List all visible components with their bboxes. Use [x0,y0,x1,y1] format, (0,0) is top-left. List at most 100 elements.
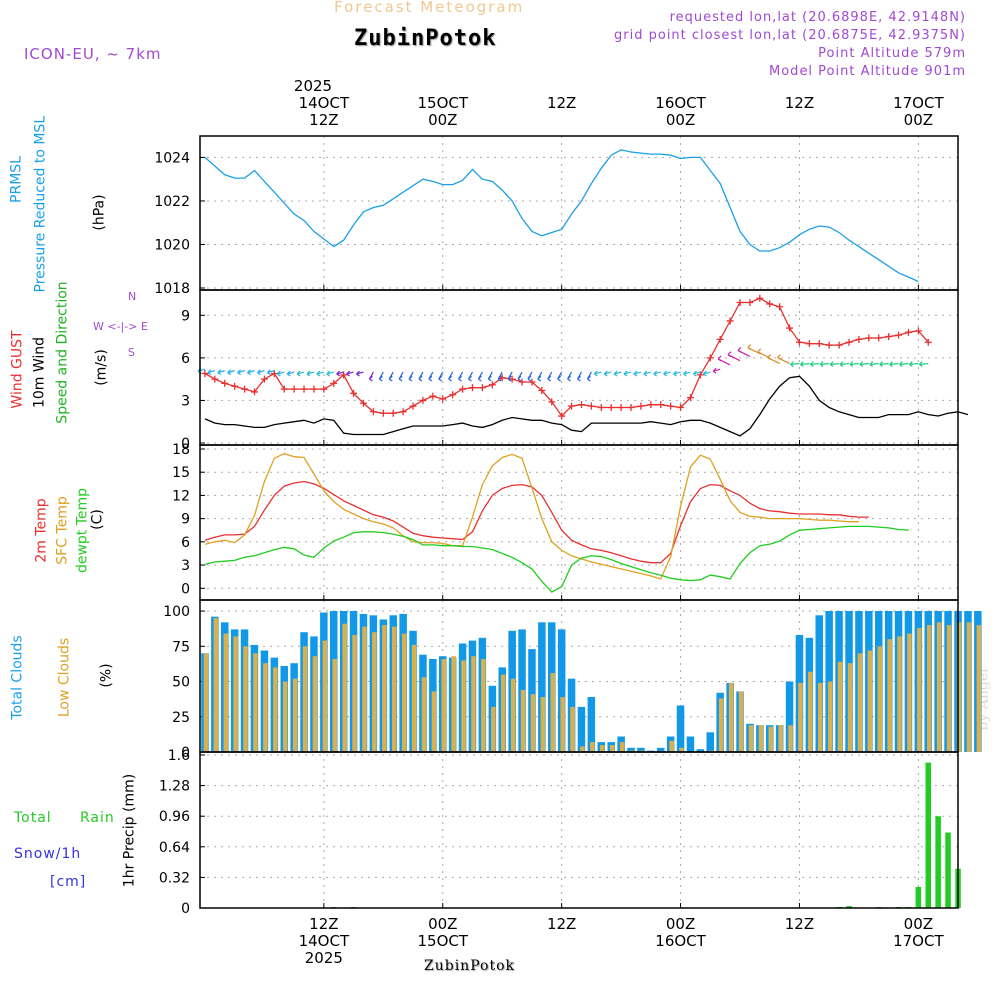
bar-low-clouds [292,678,298,752]
bar-low-clouds [382,625,387,752]
y-tick-label: 0.32 [159,870,190,886]
gust-marker [558,412,566,420]
gust-marker [865,334,873,342]
bar-low-clouds [213,618,219,752]
bar-low-clouds [936,622,942,752]
y-tick-label: 1024 [154,150,190,166]
footer-station: ZubinPotok [424,958,516,974]
top-time-label: 17OCT 00Z [878,95,958,129]
panel-0: 1018 1020 1022 1024 [154,135,959,297]
gust-marker [468,384,476,392]
bar-low-clouds [718,698,724,752]
wind-arrow [673,370,681,377]
gust-marker [686,394,694,402]
wind-arrow [316,370,325,377]
wind-arrow [603,370,612,377]
gust-marker [260,375,268,383]
gust-marker [766,300,774,308]
bar-low-clouds [481,659,486,752]
wind-arrow [217,369,225,376]
bar-low-clouds [223,633,228,752]
gust-marker [825,341,833,349]
gust-marker [409,402,417,410]
bar-low-clouds [411,644,417,752]
gust-marker [716,335,724,343]
y-tick-label: 12 [172,488,190,504]
gust-marker [667,402,675,410]
gust-marker [657,401,665,409]
gust-marker [449,391,457,399]
wind-arrow [197,367,206,374]
top-time-label: 12Z [522,95,602,112]
bar-low-clouds [243,646,248,752]
gust-marker [746,299,754,307]
bar-low-clouds [679,747,684,752]
compass-we: W <-|-> E [93,320,148,333]
gust-marker [201,369,209,377]
gust-marker [280,385,288,393]
bar-low-clouds [897,636,902,752]
bar-low-clouds [738,691,744,752]
gust-marker [815,340,823,348]
gust-marker [795,338,803,346]
top-time-label: 12Z [759,95,839,112]
gust-marker [904,328,912,336]
series-line-dewpt-temp [204,525,909,593]
bar-low-clouds [669,740,674,752]
wind-arrow [567,371,573,382]
bar-low-clouds [501,674,506,752]
wind-arrow [918,361,929,368]
top-time-text: 00Z [903,111,934,129]
bar-low-clouds [827,681,833,752]
compass-n: N [128,290,137,303]
wind-arrow [547,371,553,382]
y-tick-label: 100 [163,604,190,620]
bar-low-clouds [758,725,764,752]
wind-arrow [899,361,909,368]
gust-marker [597,404,605,412]
y-tick-label: 0 [181,745,190,761]
bar-low-clouds [510,678,516,752]
requested-coords: requested lon,lat (20.6898E, 42.9148N) [669,10,966,25]
bar-total-clouds [538,622,546,752]
y-tick-label: 18 [172,442,190,458]
wind-arrow [908,361,919,368]
gust-marker [805,340,813,348]
gust-marker [885,333,893,341]
bottom-time-text: 16OCT [655,932,706,950]
series-line-2m-temp [204,480,869,564]
bar-low-clouds [263,663,268,752]
wind-arrow [306,370,315,377]
bar-total-clouds [696,749,705,752]
wind-arrow [517,371,523,382]
bar-low-clouds [302,646,308,752]
bottom-time-label: 12Z [759,916,839,933]
bar-low-clouds [570,706,575,752]
bar-low-clouds [768,726,773,752]
gust-marker [508,375,516,383]
gust-marker [439,395,447,403]
bar-low-clouds [600,745,605,752]
gust-marker [677,404,685,412]
wind-arrow [467,371,474,382]
wind-arrow [497,371,503,382]
wind-arrow [653,370,661,377]
wind-arrow [388,371,394,382]
gust-marker [330,379,338,387]
closest-coords: grid point closest lon,lat (20.6875E, 42… [614,28,966,43]
wind-arrow [557,371,563,382]
bar-low-clouds [917,628,922,752]
bar-low-clouds [887,639,892,752]
bar-low-clouds [401,633,407,752]
bar-low-clouds [491,706,496,752]
bar-total-clouds [657,747,665,752]
y-tick-label: 50 [172,675,190,691]
y-tick-label: 0 [181,436,190,452]
bottom-time-text: 17OCT [893,932,944,950]
panel-1: 0 3 6 9 [181,289,969,452]
gust-marker [538,386,546,394]
wind-arrow [819,361,830,368]
panel-frame [199,444,959,601]
series-line-sfc-temp [204,452,859,580]
wind-arrow [643,370,652,377]
